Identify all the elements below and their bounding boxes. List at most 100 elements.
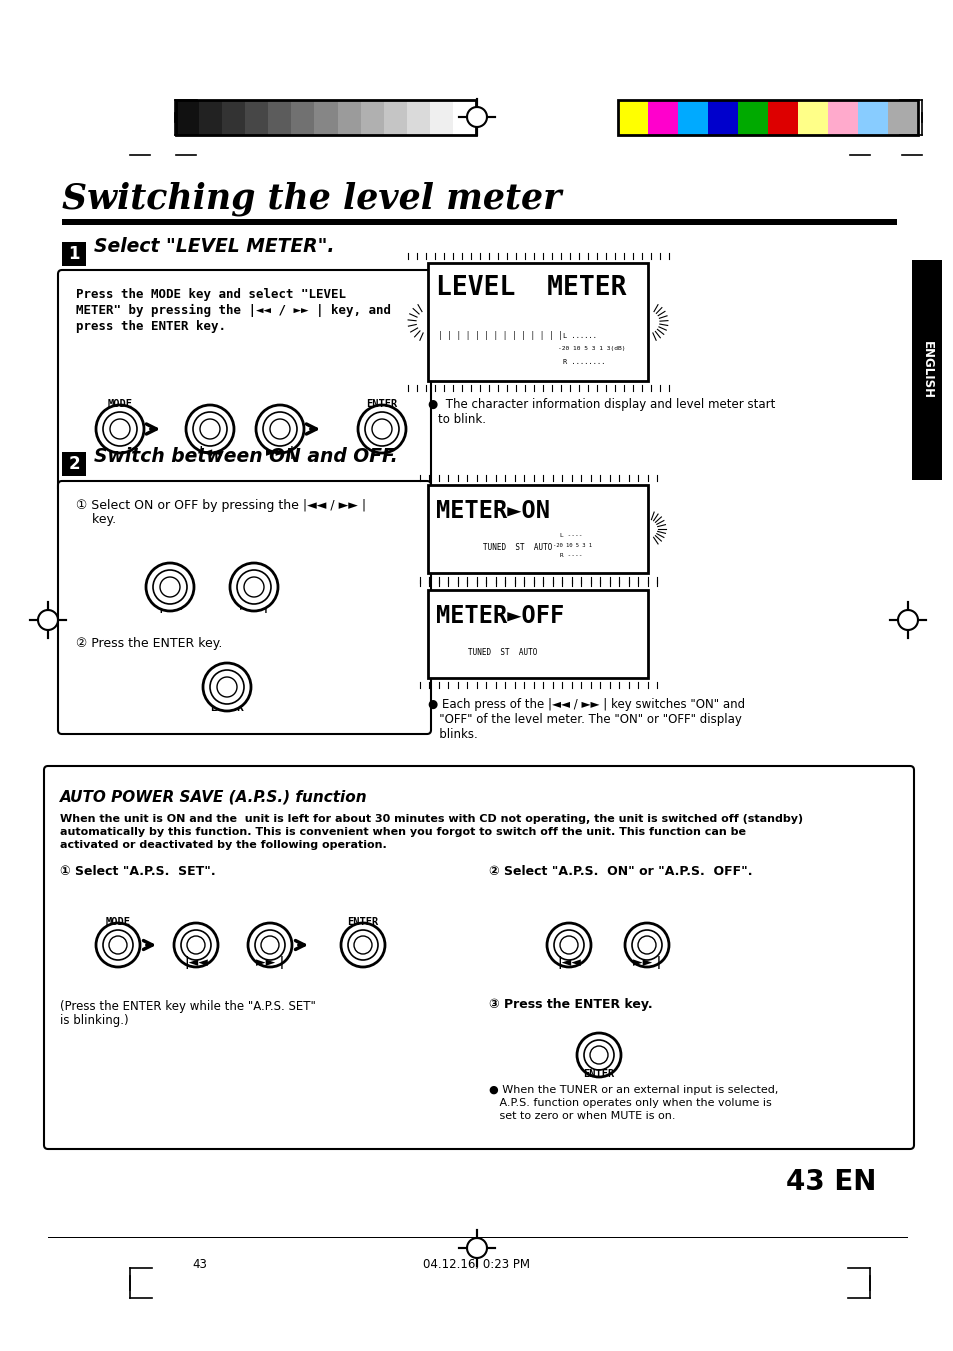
Text: ►► |: ►► | bbox=[632, 957, 660, 969]
Circle shape bbox=[589, 1046, 607, 1065]
Text: L ----: L ---- bbox=[559, 534, 582, 538]
Text: to blink.: to blink. bbox=[437, 413, 485, 426]
Text: press the ENTER key.: press the ENTER key. bbox=[76, 320, 226, 332]
Circle shape bbox=[631, 929, 661, 961]
Text: METER►OFF: METER►OFF bbox=[436, 604, 563, 628]
Bar bbox=[453, 100, 476, 135]
Text: MODE: MODE bbox=[108, 399, 132, 409]
Text: ENTER: ENTER bbox=[583, 1069, 614, 1079]
Bar bbox=[428, 485, 647, 573]
Text: |◄◄: |◄◄ bbox=[158, 600, 182, 613]
Text: | | | | | | | | | | | | | |: | | | | | | | | | | | | | | bbox=[437, 331, 562, 340]
Bar bbox=[199, 100, 222, 135]
Circle shape bbox=[354, 936, 372, 954]
Bar bbox=[797, 100, 827, 135]
Circle shape bbox=[348, 929, 377, 961]
Bar bbox=[245, 100, 269, 135]
Circle shape bbox=[261, 936, 278, 954]
Bar bbox=[62, 219, 896, 226]
Bar bbox=[767, 100, 798, 135]
Text: 1: 1 bbox=[69, 245, 80, 263]
Circle shape bbox=[173, 923, 218, 967]
Circle shape bbox=[110, 419, 130, 439]
Bar bbox=[175, 100, 476, 135]
Circle shape bbox=[554, 929, 583, 961]
Text: TUNED  ST  AUTO: TUNED ST AUTO bbox=[482, 543, 552, 553]
FancyBboxPatch shape bbox=[58, 481, 431, 734]
Circle shape bbox=[96, 923, 140, 967]
Circle shape bbox=[583, 1040, 614, 1070]
Text: Select "LEVEL METER".: Select "LEVEL METER". bbox=[94, 238, 335, 257]
Text: key.: key. bbox=[76, 513, 116, 526]
Bar bbox=[827, 100, 858, 135]
Text: AUTO POWER SAVE (A.P.S.) function: AUTO POWER SAVE (A.P.S.) function bbox=[60, 790, 367, 805]
Bar bbox=[314, 100, 337, 135]
Text: Switch between ON and OFF.: Switch between ON and OFF. bbox=[94, 447, 397, 466]
Circle shape bbox=[236, 570, 271, 604]
Circle shape bbox=[254, 929, 285, 961]
Bar bbox=[618, 100, 917, 135]
Bar bbox=[62, 453, 86, 476]
Circle shape bbox=[546, 923, 590, 967]
Text: |◄◄: |◄◄ bbox=[184, 957, 208, 969]
Bar bbox=[222, 100, 246, 135]
Circle shape bbox=[230, 563, 277, 611]
Text: |◄◄: |◄◄ bbox=[198, 446, 222, 459]
Circle shape bbox=[372, 419, 392, 439]
Text: 43 EN: 43 EN bbox=[785, 1169, 875, 1196]
Bar bbox=[428, 590, 647, 678]
Circle shape bbox=[187, 936, 205, 954]
Bar bbox=[62, 242, 86, 266]
Circle shape bbox=[467, 1238, 486, 1258]
Text: 04.12.16, 0:23 PM: 04.12.16, 0:23 PM bbox=[423, 1258, 530, 1271]
Circle shape bbox=[193, 412, 227, 446]
Text: (Press the ENTER key while the "A.P.S. SET": (Press the ENTER key while the "A.P.S. S… bbox=[60, 1000, 315, 1013]
Text: ② Select "A.P.S.  ON" or "A.P.S.  OFF".: ② Select "A.P.S. ON" or "A.P.S. OFF". bbox=[489, 865, 752, 878]
Bar bbox=[430, 100, 453, 135]
Text: Press the MODE key and select "LEVEL: Press the MODE key and select "LEVEL bbox=[76, 288, 346, 301]
Circle shape bbox=[248, 923, 292, 967]
Bar bbox=[428, 263, 647, 381]
Bar bbox=[175, 100, 199, 135]
FancyBboxPatch shape bbox=[58, 270, 431, 493]
Text: ►► |: ►► | bbox=[239, 600, 268, 613]
Text: 2: 2 bbox=[68, 455, 80, 473]
Text: -20 10 5 3 1: -20 10 5 3 1 bbox=[553, 543, 592, 549]
Text: ① Select "A.P.S.  SET".: ① Select "A.P.S. SET". bbox=[60, 865, 215, 878]
Text: 43: 43 bbox=[193, 1258, 207, 1271]
Text: ENTER: ENTER bbox=[366, 399, 397, 409]
Text: ►► |: ►► | bbox=[255, 957, 284, 969]
FancyBboxPatch shape bbox=[44, 766, 913, 1148]
Circle shape bbox=[216, 677, 236, 697]
Text: ① Select ON or OFF by pressing the |◄◄ / ►► |: ① Select ON or OFF by pressing the |◄◄ /… bbox=[76, 499, 366, 512]
Circle shape bbox=[200, 419, 220, 439]
Bar bbox=[406, 100, 430, 135]
Bar bbox=[738, 100, 768, 135]
Circle shape bbox=[638, 936, 656, 954]
Text: blinks.: blinks. bbox=[428, 728, 477, 740]
Circle shape bbox=[340, 923, 385, 967]
Circle shape bbox=[103, 412, 137, 446]
Bar bbox=[618, 100, 648, 135]
Circle shape bbox=[160, 577, 180, 597]
Text: ● When the TUNER or an external input is selected,: ● When the TUNER or an external input is… bbox=[489, 1085, 778, 1096]
Text: activated or deactivated by the following operation.: activated or deactivated by the followin… bbox=[60, 840, 386, 850]
Text: L ......: L ...... bbox=[562, 332, 597, 339]
Circle shape bbox=[146, 563, 193, 611]
Text: METER" by pressing the |◄◄ / ►► | key, and: METER" by pressing the |◄◄ / ►► | key, a… bbox=[76, 304, 391, 317]
Circle shape bbox=[181, 929, 211, 961]
Text: LEVEL  METER: LEVEL METER bbox=[436, 276, 626, 301]
Text: ② Press the ENTER key.: ② Press the ENTER key. bbox=[76, 638, 222, 650]
Bar bbox=[857, 100, 887, 135]
Text: TUNED  ST  AUTO: TUNED ST AUTO bbox=[468, 648, 537, 657]
Text: ENGLISH: ENGLISH bbox=[920, 340, 933, 399]
Circle shape bbox=[38, 611, 58, 630]
Text: A.P.S. function operates only when the volume is: A.P.S. function operates only when the v… bbox=[489, 1098, 771, 1108]
Text: MODE: MODE bbox=[106, 917, 131, 927]
Text: ►► |: ►► | bbox=[266, 446, 294, 459]
Circle shape bbox=[210, 670, 244, 704]
Text: Switching the level meter: Switching the level meter bbox=[62, 182, 560, 216]
Text: is blinking.): is blinking.) bbox=[60, 1015, 129, 1027]
Text: set to zero or when MUTE is on.: set to zero or when MUTE is on. bbox=[489, 1111, 675, 1121]
Text: |◄◄: |◄◄ bbox=[557, 957, 580, 969]
